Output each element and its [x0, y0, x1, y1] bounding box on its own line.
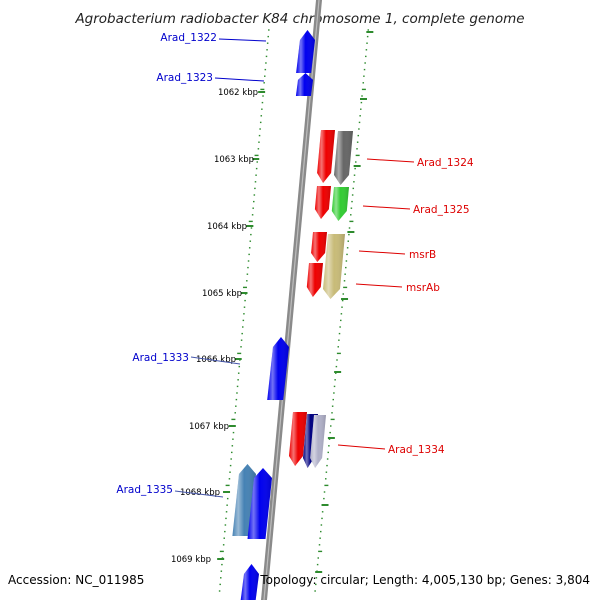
leader-line: [355, 283, 403, 288]
gene-label-arad-1333[interactable]: Arad_1333: [132, 352, 189, 364]
gene-label-msrb[interactable]: msrB: [409, 249, 436, 261]
leader-line: [362, 205, 411, 210]
gene-arrow[interactable]: [317, 130, 335, 183]
gene-arrow[interactable]: [323, 234, 345, 299]
gene-label-arad-1322[interactable]: Arad_1322: [160, 32, 217, 44]
gene-arrow[interactable]: [240, 564, 259, 600]
kbp-label: 1068 kbp: [180, 488, 220, 498]
kbp-label: 1067 kbp: [189, 422, 229, 432]
leader-line: [190, 356, 241, 365]
map-title: Agrobacterium radiobacter K84 chromosome…: [74, 11, 524, 27]
gene-arrow[interactable]: [306, 263, 323, 297]
leader-line: [174, 490, 224, 498]
left-gene-labels: Arad_1322 Arad_1323 Arad_1333 Arad_1335: [116, 32, 267, 498]
kbp-label: 1065 kbp: [202, 289, 242, 299]
gene-arrow[interactable]: [314, 186, 331, 219]
gene-arrow[interactable]: [296, 30, 315, 73]
gene-arrow[interactable]: [311, 232, 327, 262]
gene-label-arad-1325[interactable]: Arad_1325: [413, 204, 470, 216]
right-gene-labels: Arad_1324 Arad_1325 msrB msrAb Arad_1334: [337, 157, 474, 456]
leader-line: [358, 250, 406, 255]
kbp-label: 1064 kbp: [207, 222, 247, 232]
leader-line: [214, 77, 265, 82]
kbp-label: 1062 kbp: [218, 88, 258, 98]
gene-label-msrab[interactable]: msrAb: [406, 282, 440, 294]
leader-line: [218, 38, 267, 42]
gene-label-arad-1335[interactable]: Arad_1335: [116, 484, 173, 496]
gene-arrow[interactable]: [295, 73, 313, 96]
leader-line: [366, 158, 415, 163]
gene-arrow[interactable]: [247, 468, 273, 539]
gene-arrow[interactable]: [331, 187, 349, 221]
gene-label-arad-1324[interactable]: Arad_1324: [417, 157, 474, 169]
accession-text: Accession: NC_011985: [8, 573, 145, 587]
kbp-label: 1066 kbp: [196, 355, 236, 365]
gene-label-arad-1323[interactable]: Arad_1323: [156, 72, 213, 84]
gene-arrow[interactable]: [334, 131, 353, 185]
chromosome-backbone: [261, 0, 322, 600]
gene-arrow[interactable]: [289, 412, 307, 466]
gene-features: [232, 30, 353, 600]
gene-arrow[interactable]: [310, 415, 326, 468]
genome-summary-text: Topology: circular; Length: 4,005,130 bp…: [260, 573, 590, 587]
backbone-highlight: [263, 0, 320, 600]
ruler-ticks: [217, 29, 374, 592]
gene-label-arad-1334[interactable]: Arad_1334: [388, 444, 445, 456]
kbp-label: 1069 kbp: [171, 555, 211, 565]
gene-arrow[interactable]: [267, 337, 289, 400]
leader-line: [337, 444, 386, 450]
kbp-label: 1063 kbp: [214, 155, 254, 165]
kbp-scale-labels: 1062 kbp 1063 kbp 1064 kbp 1065 kbp 1066…: [171, 88, 258, 565]
